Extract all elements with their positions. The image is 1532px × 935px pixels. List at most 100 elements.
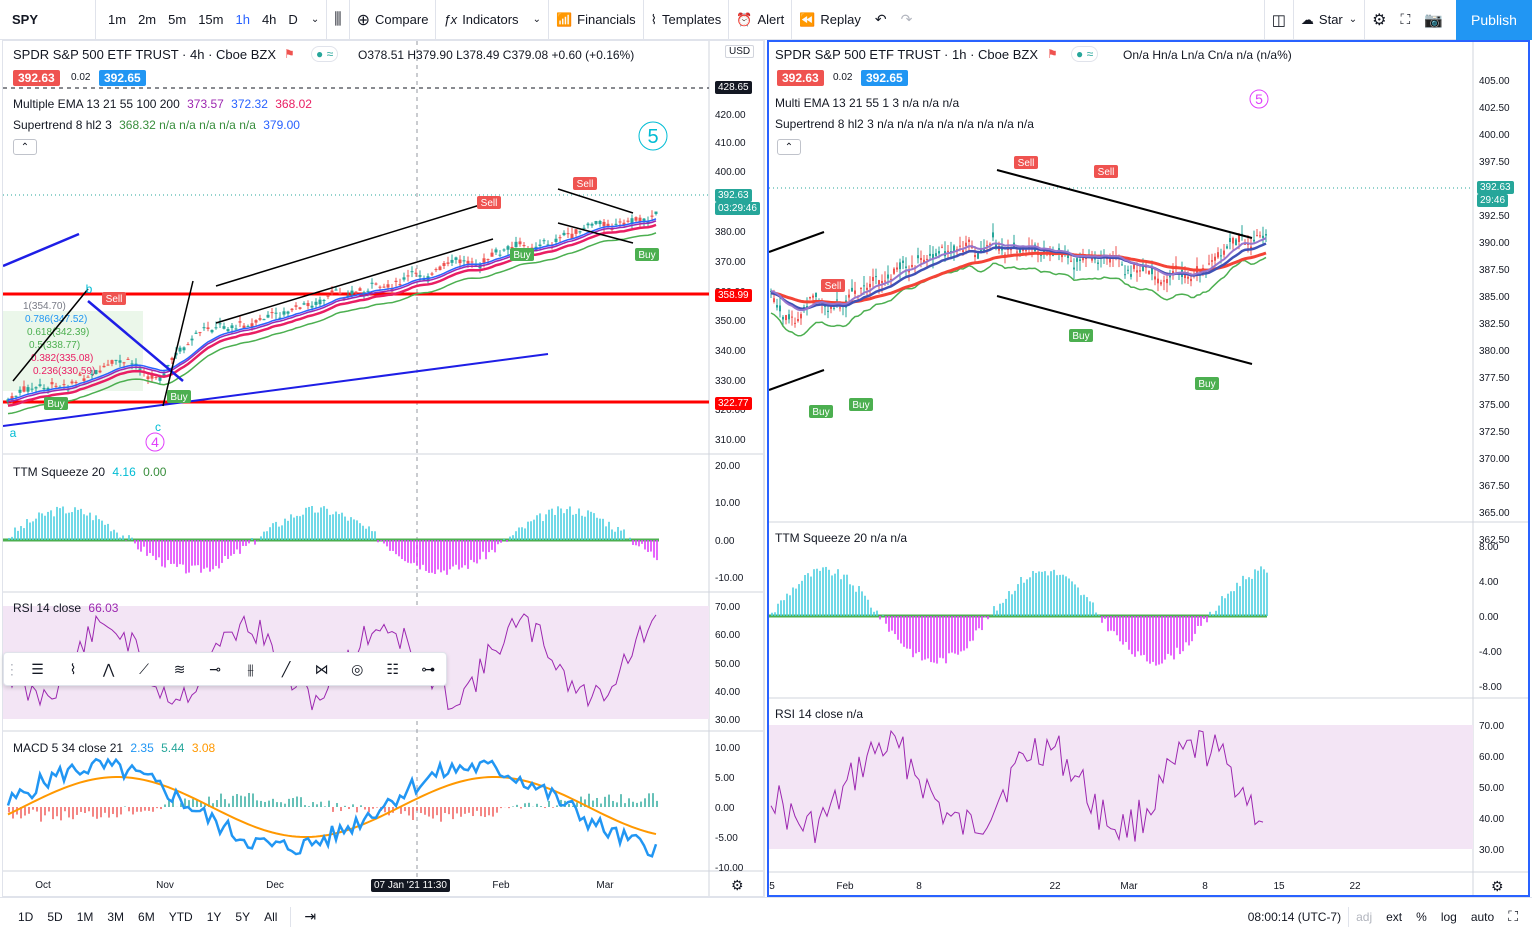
chart-type-icon[interactable]: ⫼: [334, 10, 342, 28]
percent-toggle[interactable]: %: [1416, 909, 1427, 924]
symbol-search[interactable]: SPY: [0, 0, 96, 40]
candle-body: [154, 377, 158, 379]
log-toggle[interactable]: log: [1440, 909, 1457, 924]
candle-body: [114, 359, 118, 361]
candle-body: [1040, 254, 1042, 256]
settings-gear-icon[interactable]: ⚙: [1372, 11, 1387, 29]
range-1d[interactable]: 1D: [18, 909, 34, 924]
range-1m[interactable]: 1M: [76, 909, 94, 924]
fullscreen-icon[interactable]: ⛶: [1400, 11, 1411, 27]
compare-button[interactable]: ⊕ Compare: [356, 11, 429, 29]
fib-spiral-icon[interactable]: ◎: [351, 660, 364, 677]
right-chart-pane[interactable]: 405.00402.50400.00397.50395.00392.50390.…: [767, 40, 1530, 897]
trend-line-icon[interactable]: ⟋: [139, 660, 149, 677]
indicators-dropdown-icon[interactable]: ⌄: [532, 14, 541, 25]
elliott-wave-icon[interactable]: ⌇: [69, 660, 77, 677]
right-axis-settings-icon[interactable]: ⚙: [1491, 878, 1504, 894]
line-tool-icon[interactable]: ╱: [281, 660, 291, 677]
range-3m[interactable]: 3M: [107, 909, 125, 924]
right-legend-collapse-button[interactable]: ⌃: [777, 139, 801, 155]
horizontal-ray-icon[interactable]: ⊸: [209, 660, 221, 677]
indicators-button[interactable]: ƒx Indicators: [443, 12, 519, 27]
ttm-bar: [230, 540, 232, 556]
range-5y[interactable]: 5Y: [235, 909, 251, 924]
interval-d[interactable]: D: [288, 12, 298, 27]
macd-histogram-bar: [132, 807, 134, 815]
publish-button[interactable]: Publish: [1456, 0, 1532, 40]
macd-histogram-bar: [308, 806, 310, 807]
financials-button[interactable]: 📶 Financials: [555, 11, 636, 28]
candle-body: [794, 322, 796, 324]
ttm-bar: [948, 616, 950, 654]
ttm-bar: [1245, 579, 1247, 616]
camera-icon[interactable]: 📷: [1424, 11, 1443, 29]
ttm-bar: [221, 540, 223, 563]
lines-menu-icon[interactable]: ☰: [31, 660, 44, 677]
candle-body: [338, 292, 342, 295]
ttm-bar: [188, 540, 190, 573]
candle-body: [118, 360, 122, 363]
adj-toggle[interactable]: adj: [1356, 909, 1373, 924]
undo-icon[interactable]: ↶: [874, 11, 887, 27]
left-legend-collapse-button[interactable]: ⌃: [13, 139, 37, 155]
ttm-bar: [1059, 574, 1061, 616]
ttm-bar: [554, 514, 556, 540]
interval-15m[interactable]: 15m: [198, 12, 224, 27]
macd-histogram-bar: [416, 807, 418, 811]
range-all[interactable]: All: [264, 909, 278, 924]
fib-extension-icon[interactable]: ⊶: [421, 660, 436, 677]
layout-icon[interactable]: ◫: [1271, 11, 1286, 29]
interval-2m[interactable]: 2m: [138, 12, 157, 27]
range-5d[interactable]: 5D: [47, 909, 63, 924]
interval-dropdown-icon[interactable]: ⌄: [310, 14, 320, 25]
ttm-bar: [575, 513, 577, 540]
ttm-bar: [308, 506, 310, 540]
ttm-bar: [924, 616, 926, 660]
toolbar-grip-icon[interactable]: ⋮: [4, 660, 19, 677]
range-ytd[interactable]: YTD: [168, 909, 193, 924]
xabcd-pattern-icon[interactable]: ⋈: [314, 660, 329, 677]
ext-toggle[interactable]: ext: [1386, 909, 1403, 924]
candle-body: [430, 273, 434, 275]
candle-body: [14, 395, 18, 397]
ttm-bar: [269, 527, 271, 540]
signal-marker: [573, 177, 597, 190]
ttm-bar: [386, 540, 388, 547]
auto-toggle[interactable]: auto: [1470, 909, 1495, 924]
candle-body: [294, 305, 298, 307]
goto-date-icon[interactable]: ⇥: [304, 908, 317, 924]
pitchfork-icon[interactable]: ⫵: [247, 660, 254, 677]
ttm-bar: [44, 515, 46, 540]
ttm-bar: [293, 517, 295, 540]
replay-button[interactable]: ⏪ Replay: [799, 11, 861, 28]
wave-circle: [638, 121, 668, 151]
right-chart-canvas[interactable]: 405.00402.50400.00397.50395.00392.50390.…: [769, 42, 1528, 895]
interval-5m[interactable]: 5m: [168, 12, 187, 27]
left-eye-icon[interactable]: ● ≈: [311, 46, 339, 62]
range-1y[interactable]: 1Y: [206, 909, 222, 924]
fib-retracement-icon[interactable]: ☷: [386, 660, 399, 677]
abc-wave-icon[interactable]: ⋀: [102, 660, 115, 677]
ttm-bar: [299, 516, 301, 540]
candle-body: [234, 328, 238, 330]
ttm-bar: [320, 507, 322, 540]
star-button[interactable]: ☁ Star ⌄: [1300, 11, 1358, 28]
range-6m[interactable]: 6M: [138, 909, 155, 924]
alert-button[interactable]: ⏰ Alert: [736, 11, 785, 28]
interval-4h[interactable]: 4h: [261, 12, 277, 27]
left-chart-pane[interactable]: 420.00410.00400.00380.00370.00360.00350.…: [2, 40, 765, 897]
clock[interactable]: 08:00:14 (UTC-7): [1247, 909, 1342, 924]
fullscreen-corner-icon[interactable]: ⛶: [1508, 908, 1518, 924]
interval-1m[interactable]: 1m: [108, 12, 127, 27]
templates-button[interactable]: ⌇ Templates: [650, 11, 722, 28]
interval-1h[interactable]: 1h: [235, 12, 250, 27]
ttm-bar: [1206, 616, 1208, 623]
ttm-bar: [1113, 616, 1115, 632]
candle-body: [1247, 243, 1249, 245]
wave-label-c: c: [155, 420, 161, 434]
right-eye-icon[interactable]: ● ≈: [1071, 46, 1099, 62]
redo-icon[interactable]: ↷: [900, 11, 913, 27]
parallel-channel-icon[interactable]: ≋: [173, 660, 186, 677]
candle-body: [210, 329, 214, 333]
left-axis-settings-icon[interactable]: ⚙: [731, 877, 744, 893]
